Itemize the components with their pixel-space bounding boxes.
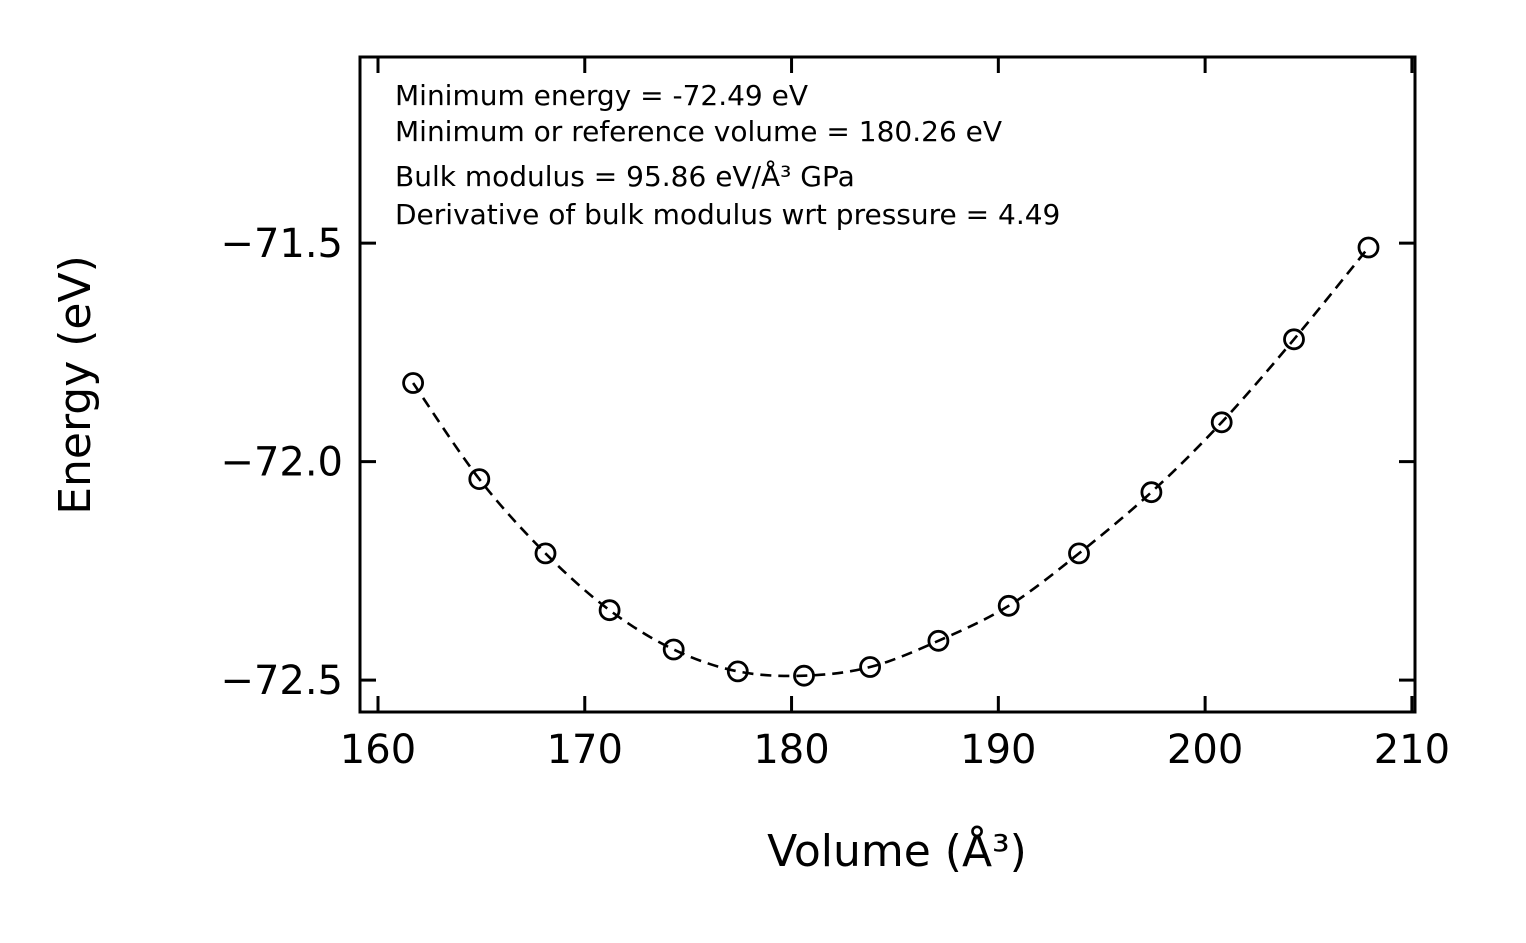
x-tick-label: 190 — [960, 727, 1036, 773]
data-point-marker — [927, 629, 950, 652]
data-point-marker — [662, 638, 685, 661]
x-tick-label: 210 — [1374, 727, 1450, 773]
data-point-marker — [402, 372, 425, 394]
data-point-marker — [1140, 481, 1163, 504]
data-point-marker — [997, 594, 1020, 617]
y-tick-label: −72.5 — [220, 658, 343, 704]
data-point-marker — [793, 664, 815, 687]
axis-tick-labels: 160 170 180 190 200 210 −71.5 −72.0 −72.5 — [220, 221, 1450, 773]
data-point-marker — [1068, 542, 1090, 565]
x-tick-label: 160 — [340, 727, 416, 773]
annotation-minimum-volume: Minimum or reference volume = 180.26 eV — [395, 115, 1002, 148]
data-point-marker — [1357, 236, 1380, 259]
annotation-bulk-modulus: Bulk modulus = 95.86 eV/Å³ GPa — [395, 159, 855, 193]
y-tick-label: −71.5 — [220, 221, 343, 267]
y-tick-label: −72.0 — [220, 440, 343, 486]
x-tick-label: 170 — [547, 727, 623, 773]
data-point-marker — [598, 599, 621, 622]
axis-ticks — [360, 57, 1415, 712]
data-point-marker — [534, 542, 557, 565]
x-tick-label: 180 — [753, 727, 829, 773]
data-point-marker — [468, 468, 491, 491]
x-axis-label: Volume (Å³) — [767, 824, 1027, 877]
plot-border — [358, 55, 1417, 714]
data-point-marker — [726, 660, 749, 683]
annotation-minimum-energy: Minimum energy = -72.49 eV — [395, 79, 808, 112]
x-tick-label: 200 — [1167, 727, 1243, 773]
data-point-marker — [1210, 411, 1233, 434]
y-axis-label: Energy (eV) — [50, 255, 101, 515]
annotation-bulk-modulus-derivative: Derivative of bulk modulus wrt pressure … — [395, 198, 1060, 231]
data-point-marker — [1283, 328, 1305, 351]
eos-fit-curve — [412, 246, 1370, 678]
data-point-marker — [859, 656, 881, 678]
data-series — [402, 236, 1380, 687]
